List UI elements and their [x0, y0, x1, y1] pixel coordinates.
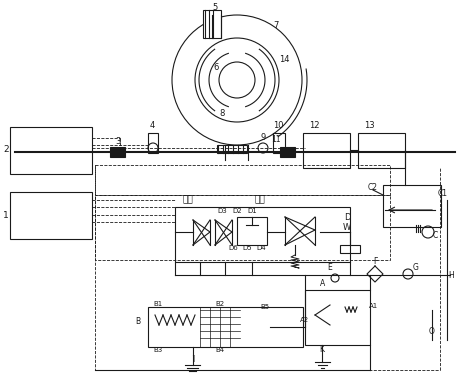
Bar [110, 147, 125, 157]
Bar [175, 207, 350, 262]
Text: 14: 14 [279, 56, 289, 65]
Text: G: G [413, 263, 419, 273]
Text: 7: 7 [273, 22, 279, 31]
Bar [10, 127, 92, 174]
Bar [148, 133, 158, 153]
Text: B1: B1 [154, 301, 163, 307]
Bar [303, 133, 350, 168]
Text: B5: B5 [260, 304, 270, 310]
Text: 10: 10 [273, 120, 283, 129]
Text: 3: 3 [115, 138, 121, 147]
Text: K: K [319, 345, 325, 354]
Text: A: A [320, 279, 326, 288]
Text: 解锁: 解锁 [182, 195, 193, 204]
Text: 11: 11 [271, 135, 281, 144]
Text: 9: 9 [260, 134, 265, 142]
Text: 4: 4 [149, 120, 155, 129]
Bar [148, 307, 303, 347]
Bar [273, 133, 285, 153]
Text: C: C [432, 231, 438, 239]
Bar [305, 290, 370, 345]
Text: 1: 1 [3, 210, 9, 219]
Text: D3: D3 [217, 208, 227, 214]
Bar [340, 245, 360, 253]
Text: I: I [192, 355, 194, 364]
Text: D2: D2 [232, 208, 242, 214]
Text: 2: 2 [3, 145, 9, 154]
Text: D4: D4 [256, 245, 266, 251]
Text: B3: B3 [154, 347, 163, 353]
Text: 8: 8 [219, 109, 225, 117]
Text: B2: B2 [216, 301, 225, 307]
Text: W: W [343, 223, 351, 232]
Text: A1: A1 [369, 303, 379, 309]
Text: 5: 5 [212, 3, 218, 13]
Text: H: H [448, 270, 454, 279]
Text: B: B [136, 317, 141, 326]
Text: 12: 12 [309, 120, 319, 129]
Bar [237, 217, 267, 245]
Text: D1: D1 [247, 208, 257, 214]
Bar [10, 192, 92, 239]
Text: C2: C2 [368, 184, 378, 192]
Bar [217, 145, 247, 153]
Text: 13: 13 [364, 120, 374, 129]
Text: 闭锁: 闭锁 [255, 195, 265, 204]
Text: B4: B4 [216, 347, 225, 353]
Bar [280, 147, 295, 157]
Bar [383, 185, 441, 227]
Text: D5: D5 [242, 245, 252, 251]
Text: E: E [328, 263, 332, 273]
Text: C1: C1 [438, 188, 448, 197]
Text: D: D [344, 213, 350, 223]
Bar [203, 10, 221, 38]
Bar [358, 133, 405, 168]
Text: D6: D6 [228, 245, 238, 251]
Text: O: O [429, 327, 435, 336]
Text: 6: 6 [213, 63, 219, 72]
Text: F: F [373, 257, 377, 266]
Text: A2: A2 [301, 317, 310, 323]
